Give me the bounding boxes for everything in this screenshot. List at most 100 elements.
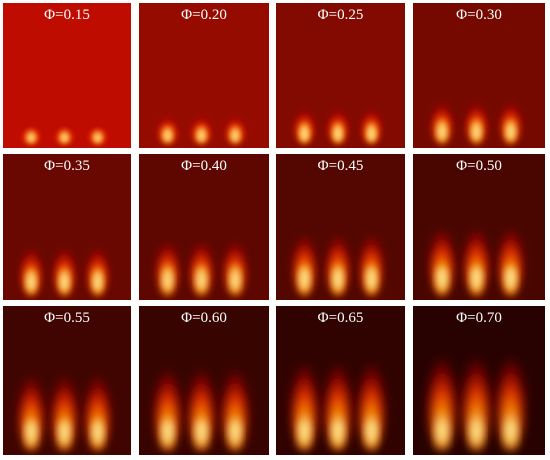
flame-core bbox=[60, 131, 69, 143]
flame-core bbox=[59, 420, 70, 447]
flame-panel: Φ=0.45 bbox=[276, 154, 405, 300]
flame-core bbox=[230, 266, 240, 292]
flame-core bbox=[504, 420, 517, 447]
flame-core bbox=[300, 123, 309, 142]
flame-core bbox=[506, 120, 515, 142]
flame-jet bbox=[17, 357, 45, 451]
flame-jet bbox=[52, 235, 77, 296]
flame-core bbox=[332, 420, 344, 447]
flame-core bbox=[505, 265, 516, 292]
flame-jet bbox=[50, 357, 78, 451]
flame-core bbox=[92, 420, 103, 447]
flame-panel: Φ=0.60 bbox=[139, 306, 269, 455]
flame-image bbox=[291, 219, 385, 296]
flame-jet bbox=[326, 101, 350, 144]
flame-jet bbox=[430, 92, 454, 144]
flame-jet bbox=[187, 349, 216, 451]
panel-label: Φ=0.35 bbox=[44, 158, 90, 174]
flame-image bbox=[20, 120, 108, 144]
flame-image bbox=[289, 341, 386, 451]
flame-core bbox=[366, 265, 377, 292]
flame-core bbox=[333, 265, 343, 292]
flame-core bbox=[162, 420, 173, 447]
flame-core bbox=[366, 420, 377, 447]
panel-label: Φ=0.70 bbox=[456, 310, 502, 326]
flame-core bbox=[367, 123, 376, 142]
flame-core bbox=[163, 266, 173, 292]
flame-panel: Φ=0.15 bbox=[3, 3, 131, 148]
flame-core bbox=[231, 127, 240, 142]
flame-jet bbox=[323, 341, 353, 451]
flame-panel: Φ=0.20 bbox=[139, 3, 269, 148]
flame-jet bbox=[190, 110, 213, 144]
flame-core bbox=[470, 420, 483, 447]
flame-image bbox=[293, 101, 383, 144]
flame-core bbox=[26, 420, 37, 447]
flame-jet bbox=[360, 101, 383, 144]
flame-panel: Φ=0.35 bbox=[3, 154, 131, 300]
flame-core bbox=[298, 420, 310, 447]
flame-jet bbox=[358, 219, 385, 296]
flame-image bbox=[428, 211, 525, 296]
panel-label: Φ=0.40 bbox=[181, 158, 227, 174]
panel-label: Φ=0.25 bbox=[317, 7, 364, 23]
panel-label: Φ=0.65 bbox=[317, 310, 364, 326]
flame-panel: Φ=0.55 bbox=[3, 306, 131, 455]
panel-label: Φ=0.50 bbox=[456, 158, 502, 174]
flame-panel: Φ=0.65 bbox=[276, 306, 405, 455]
flame-jet bbox=[498, 92, 523, 144]
flame-core bbox=[60, 269, 69, 293]
flame-core bbox=[229, 420, 241, 447]
flame-core bbox=[196, 420, 207, 447]
flame-core bbox=[437, 120, 447, 142]
panel-label: Φ=0.60 bbox=[181, 310, 227, 326]
flame-jet bbox=[156, 110, 179, 144]
flame-core bbox=[196, 266, 206, 292]
flame-jet bbox=[84, 357, 112, 451]
flame-jet bbox=[19, 235, 44, 296]
flame-image bbox=[426, 334, 526, 451]
flame-jet bbox=[155, 227, 181, 296]
panel-label: Φ=0.30 bbox=[456, 7, 502, 23]
flame-jet bbox=[224, 110, 247, 144]
flame-jet bbox=[325, 219, 351, 296]
flame-jet bbox=[357, 341, 386, 451]
flame-jet bbox=[221, 349, 250, 451]
flame-panel: Φ=0.70 bbox=[413, 306, 545, 455]
flame-core bbox=[94, 131, 102, 143]
flame-jet bbox=[289, 341, 319, 451]
panel-label: Φ=0.45 bbox=[317, 158, 364, 174]
panel-label: Φ=0.55 bbox=[44, 310, 90, 326]
flame-image bbox=[17, 357, 112, 451]
flame-jet bbox=[464, 92, 489, 144]
flame-core bbox=[197, 127, 206, 142]
flame-panel: Φ=0.50 bbox=[413, 154, 545, 300]
flame-jet bbox=[426, 334, 458, 451]
flame-panel: Φ=0.25 bbox=[276, 3, 405, 148]
flame-image bbox=[430, 92, 523, 144]
flame-image bbox=[19, 235, 110, 296]
flame-panel: Φ=0.30 bbox=[413, 3, 545, 148]
flame-jet bbox=[462, 211, 490, 296]
flame-core bbox=[472, 120, 481, 142]
flame-core bbox=[436, 265, 448, 292]
flame-core bbox=[333, 123, 342, 142]
flame-core bbox=[471, 265, 482, 292]
flame-image bbox=[153, 349, 250, 451]
flame-image bbox=[155, 227, 248, 296]
flame-jet bbox=[497, 211, 525, 296]
flame-panel: Φ=0.40 bbox=[139, 154, 269, 300]
flame-jet bbox=[153, 349, 182, 451]
panel-label: Φ=0.15 bbox=[44, 7, 90, 23]
flame-core bbox=[299, 265, 310, 292]
flame-core bbox=[27, 131, 35, 143]
flame-core bbox=[436, 420, 448, 447]
flame-jet bbox=[85, 235, 110, 296]
flame-core bbox=[93, 269, 103, 293]
flame-jet bbox=[222, 227, 248, 296]
flame-core bbox=[26, 269, 36, 293]
flame-jet bbox=[293, 101, 316, 144]
flame-jet bbox=[188, 227, 214, 296]
flame-core bbox=[163, 127, 172, 142]
